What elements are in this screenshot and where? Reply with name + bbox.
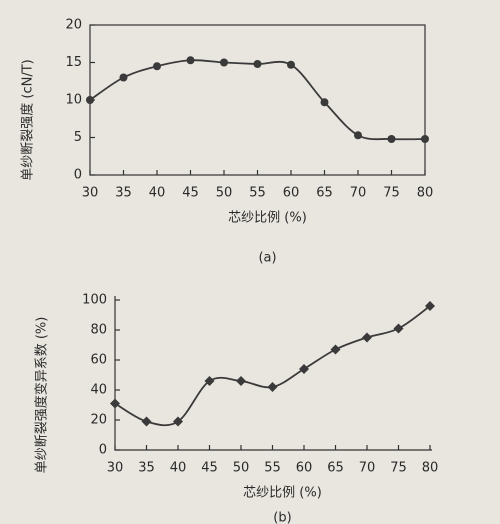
data-point bbox=[141, 416, 152, 427]
y-tick-label: 0 bbox=[74, 168, 82, 183]
data-point bbox=[153, 62, 161, 71]
caption: (b) bbox=[273, 511, 291, 524]
data-point bbox=[362, 332, 372, 343]
y-tick-label: 15 bbox=[65, 55, 82, 70]
y-axis-label: 单纱断裂强度 (cN/T) bbox=[20, 59, 36, 180]
x-tick-label: 75 bbox=[390, 461, 407, 476]
x-tick-label: 35 bbox=[138, 461, 155, 476]
x-tick-label: 65 bbox=[327, 461, 344, 476]
data-point bbox=[393, 323, 404, 334]
x-tick-label: 75 bbox=[383, 186, 400, 201]
data-point bbox=[173, 416, 183, 427]
data-point bbox=[299, 364, 309, 374]
x-tick-label: 60 bbox=[283, 186, 300, 201]
data-point bbox=[236, 376, 246, 386]
data-point bbox=[220, 58, 228, 67]
caption: (a) bbox=[258, 251, 276, 266]
x-tick-label: 45 bbox=[182, 186, 199, 201]
y-tick-label: 20 bbox=[90, 413, 107, 428]
data-point bbox=[204, 376, 215, 386]
x-tick-label: 80 bbox=[422, 461, 439, 476]
x-tick-label: 40 bbox=[170, 461, 187, 476]
series-line bbox=[114, 305, 431, 427]
series-line bbox=[89, 59, 426, 141]
data-point bbox=[320, 98, 329, 107]
data-point bbox=[110, 398, 120, 409]
x-tick-label: 50 bbox=[216, 186, 233, 201]
y-tick-label: 80 bbox=[90, 323, 107, 338]
x-tick-label: 30 bbox=[82, 186, 99, 201]
data-point bbox=[186, 56, 195, 65]
data-point bbox=[330, 344, 341, 355]
y-tick-label: 0 bbox=[99, 443, 107, 458]
data-point bbox=[387, 135, 396, 143]
x-tick-label: 30 bbox=[107, 461, 124, 476]
data-point bbox=[253, 60, 262, 68]
data-point bbox=[425, 301, 435, 311]
x-tick-label: 65 bbox=[316, 186, 333, 201]
data-point bbox=[421, 135, 429, 143]
y-tick-label: 5 bbox=[74, 130, 82, 145]
plot-frame bbox=[89, 24, 426, 176]
x-axis-label: 芯纱比例 (%) bbox=[243, 486, 322, 501]
y-tick-label: 10 bbox=[65, 93, 82, 108]
x-tick-label: 40 bbox=[149, 186, 166, 201]
x-axis-label: 芯纱比例 (%) bbox=[228, 211, 307, 226]
x-tick-label: 55 bbox=[264, 461, 281, 476]
x-tick-label: 55 bbox=[249, 186, 266, 201]
y-tick-label: 20 bbox=[65, 18, 82, 33]
data-point bbox=[354, 131, 362, 140]
x-tick-label: 80 bbox=[417, 186, 434, 201]
y-tick-label: 100 bbox=[82, 293, 107, 308]
y-tick-label: 60 bbox=[90, 353, 107, 368]
data-point bbox=[267, 382, 278, 392]
x-tick-label: 35 bbox=[115, 186, 132, 201]
x-tick-label: 70 bbox=[350, 186, 367, 201]
x-tick-label: 60 bbox=[296, 461, 313, 476]
data-point bbox=[86, 96, 94, 104]
x-tick-label: 50 bbox=[233, 461, 250, 476]
y-axis-label: 单纱断裂强度变异系数 (%) bbox=[34, 317, 50, 474]
x-tick-label: 45 bbox=[201, 461, 218, 476]
x-tick-label: 70 bbox=[359, 461, 376, 476]
axes bbox=[114, 296, 432, 451]
y-tick-label: 40 bbox=[90, 383, 107, 398]
data-point bbox=[287, 60, 295, 69]
data-point bbox=[119, 73, 128, 82]
